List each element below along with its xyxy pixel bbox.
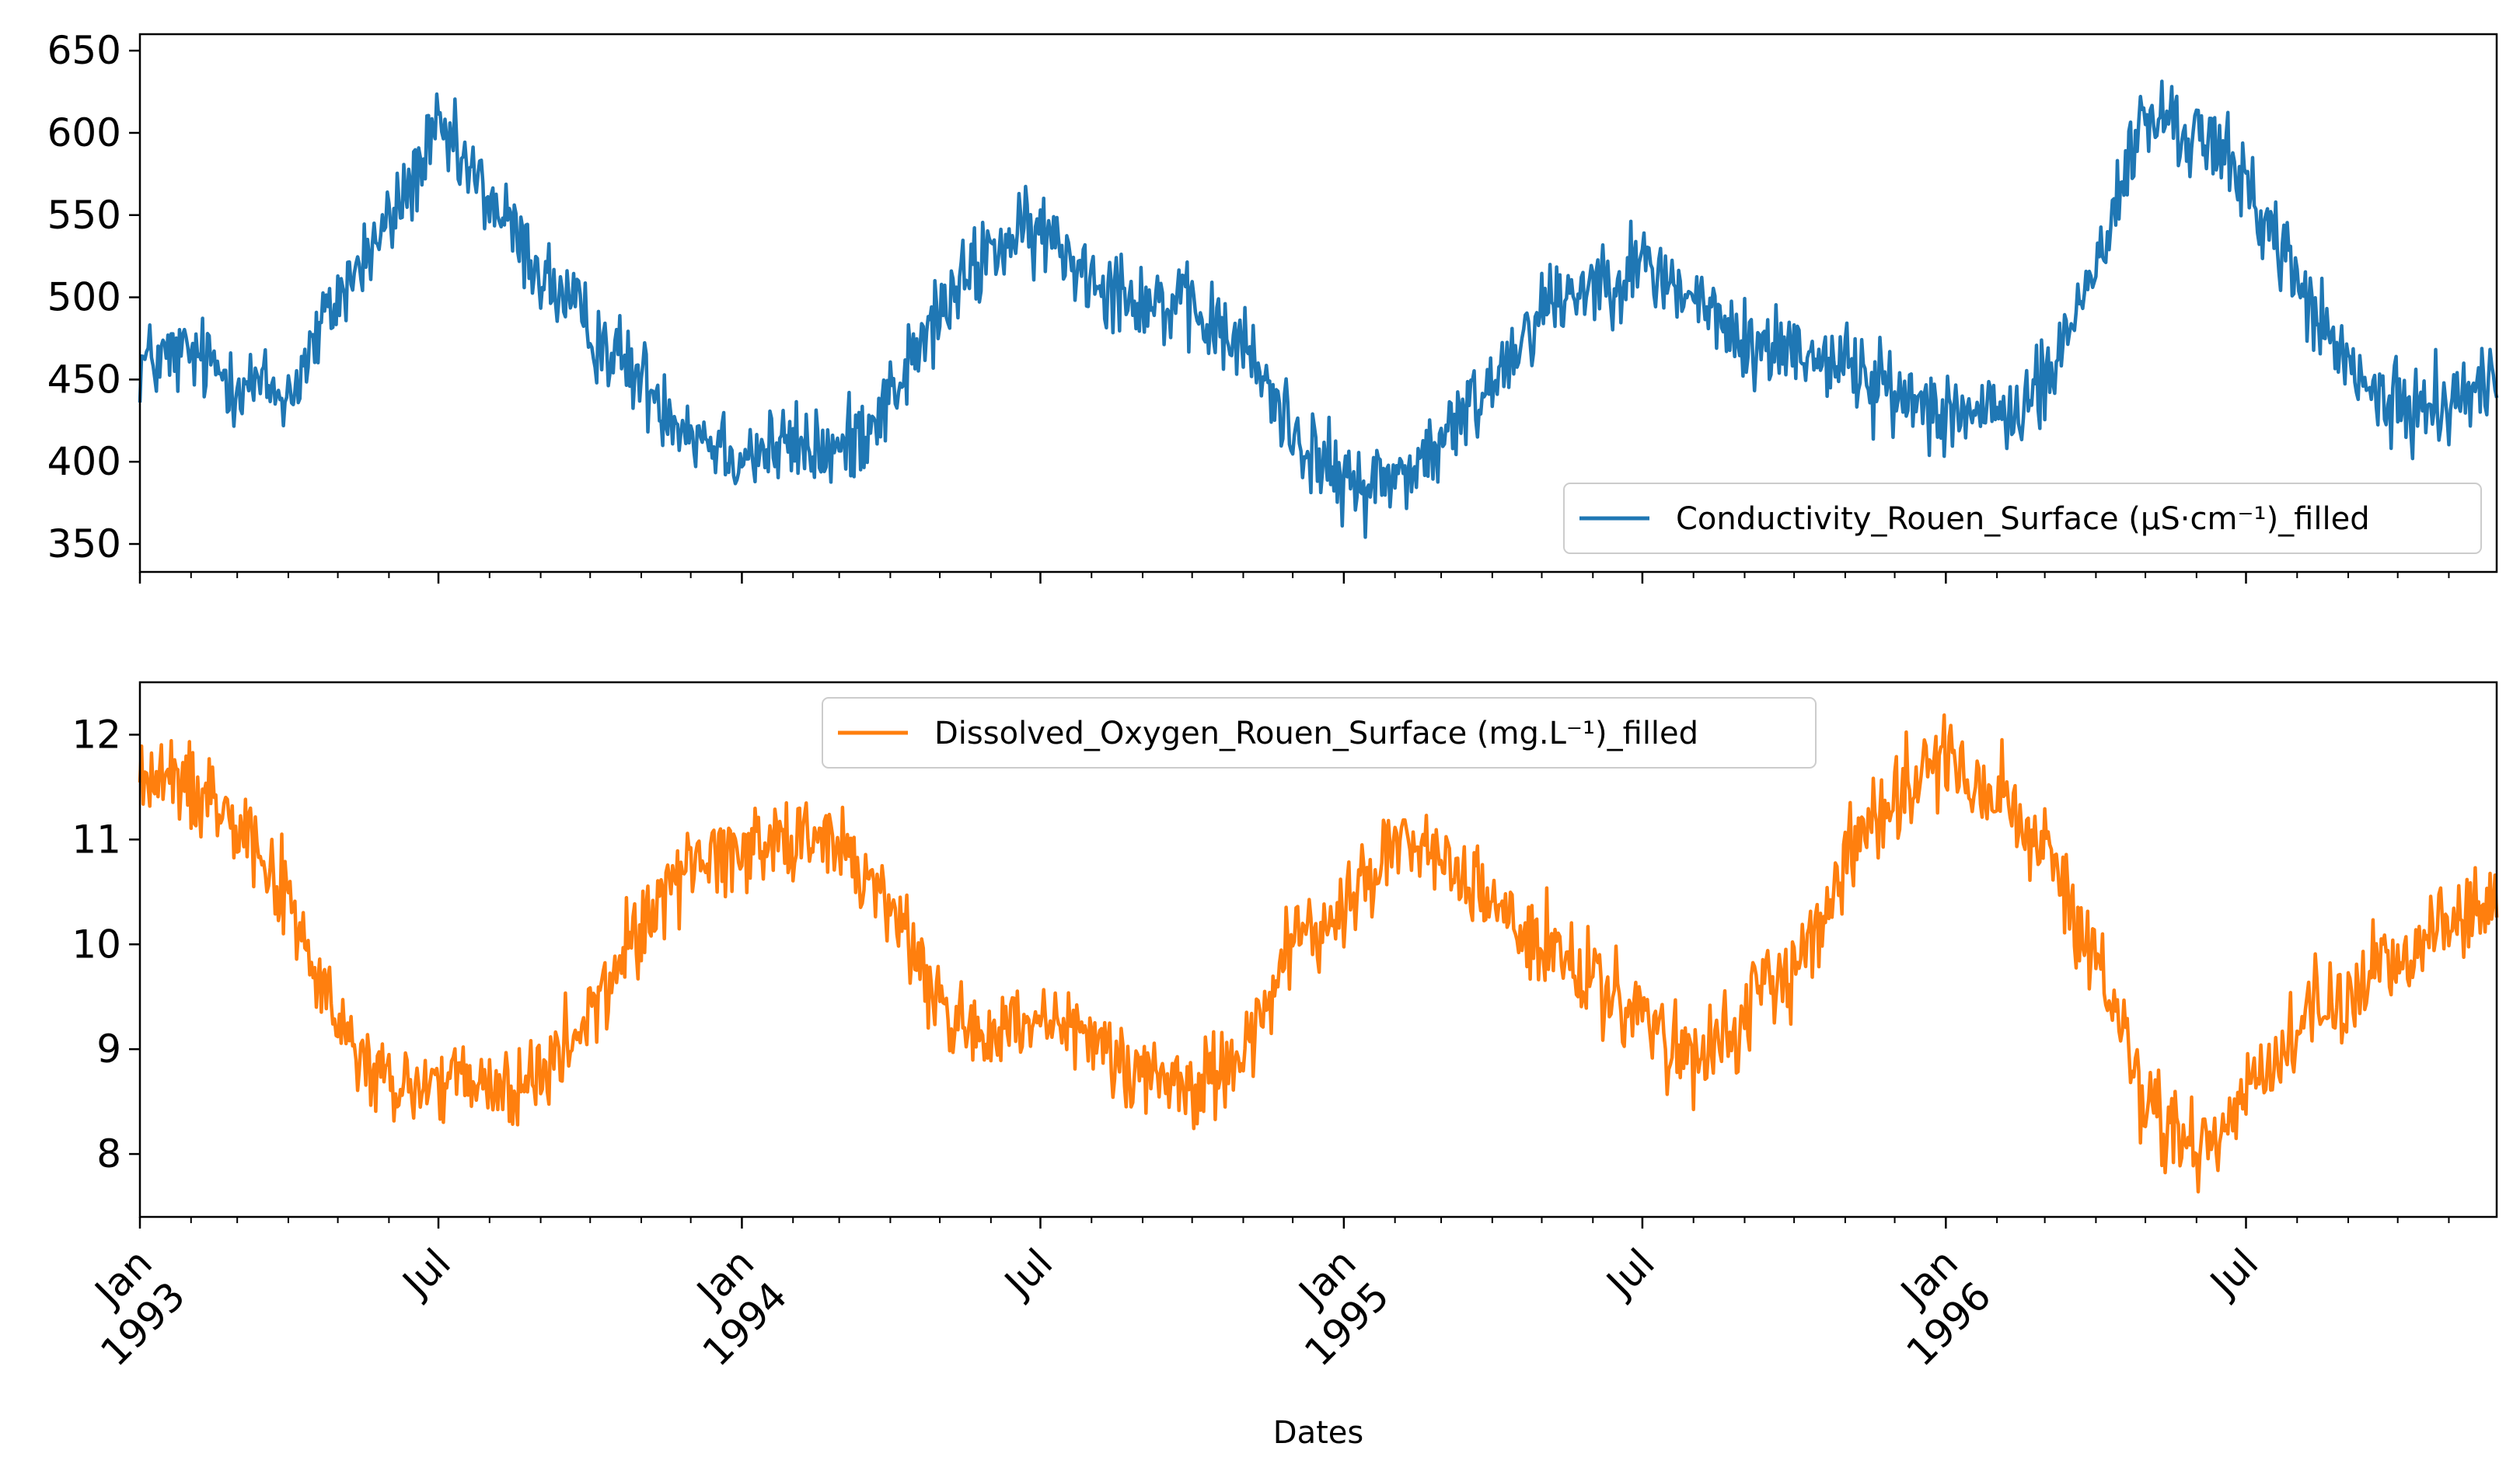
conductivity-series-line <box>138 79 2499 539</box>
y-tick-label: 650 <box>47 28 121 73</box>
conductivity-y-axis: 350 400 450 500 550 600 650 <box>47 28 140 566</box>
y-tick-label: 9 <box>96 1027 121 1072</box>
x-tick-label-group: Jul <box>2201 1240 2267 1307</box>
oxygen-series-line <box>138 713 2499 1194</box>
x-tick-label: Jul <box>393 1240 459 1307</box>
oxygen-x-ticks <box>138 1217 2450 1229</box>
oxygen-legend: Dissolved_Oxygen_Rouen_Surface (mg.L⁻¹)_… <box>822 697 1817 769</box>
conductivity-plot-frame <box>138 33 2498 573</box>
oxygen-panel: 8 9 10 11 12 Dissolved_Oxygen_Rouen_Surface … <box>72 681 2499 1229</box>
conductivity-x-ticks <box>138 572 2450 584</box>
x-tick-label: Jul <box>1597 1240 1663 1307</box>
x-tick-label-group: Jul <box>1597 1240 1663 1307</box>
conductivity-legend-label: Conductivity_Rouen_Surface (µS·cm⁻¹)_fil… <box>1676 501 2370 537</box>
y-tick-label: 550 <box>47 193 121 238</box>
x-tick-label-group: Jul <box>393 1240 459 1307</box>
y-tick-label: 450 <box>47 357 121 402</box>
y-tick-label: 11 <box>72 817 121 862</box>
y-tick-label: 10 <box>72 922 121 967</box>
oxygen-legend-label: Dissolved_Oxygen_Rouen_Surface (mg.L⁻¹)_… <box>934 716 1698 751</box>
y-tick-label: 12 <box>72 712 121 757</box>
conductivity-panel: 350 400 450 500 550 600 650 Conductivity_Rouen… <box>47 28 2499 584</box>
conductivity-legend: Conductivity_Rouen_Surface (µS·cm⁻¹)_fil… <box>1563 483 2482 554</box>
conductivity-legend-frame <box>1563 483 2482 554</box>
oxygen-legend-frame <box>822 697 1817 769</box>
x-axis-label: Dates <box>1273 1415 1363 1451</box>
y-tick-label: 400 <box>47 439 121 484</box>
y-tick-label: 350 <box>47 521 121 566</box>
y-tick-label: 8 <box>96 1131 121 1176</box>
oxygen-y-axis: 8 9 10 11 12 <box>72 712 140 1176</box>
x-tick-label: Jul <box>2201 1240 2267 1307</box>
y-tick-label: 600 <box>47 110 121 155</box>
y-tick-label: 500 <box>47 275 121 320</box>
oxygen-plot-frame <box>138 681 2498 1218</box>
x-tick-label-group: Jul <box>995 1240 1062 1307</box>
x-tick-label: Jul <box>995 1240 1062 1307</box>
